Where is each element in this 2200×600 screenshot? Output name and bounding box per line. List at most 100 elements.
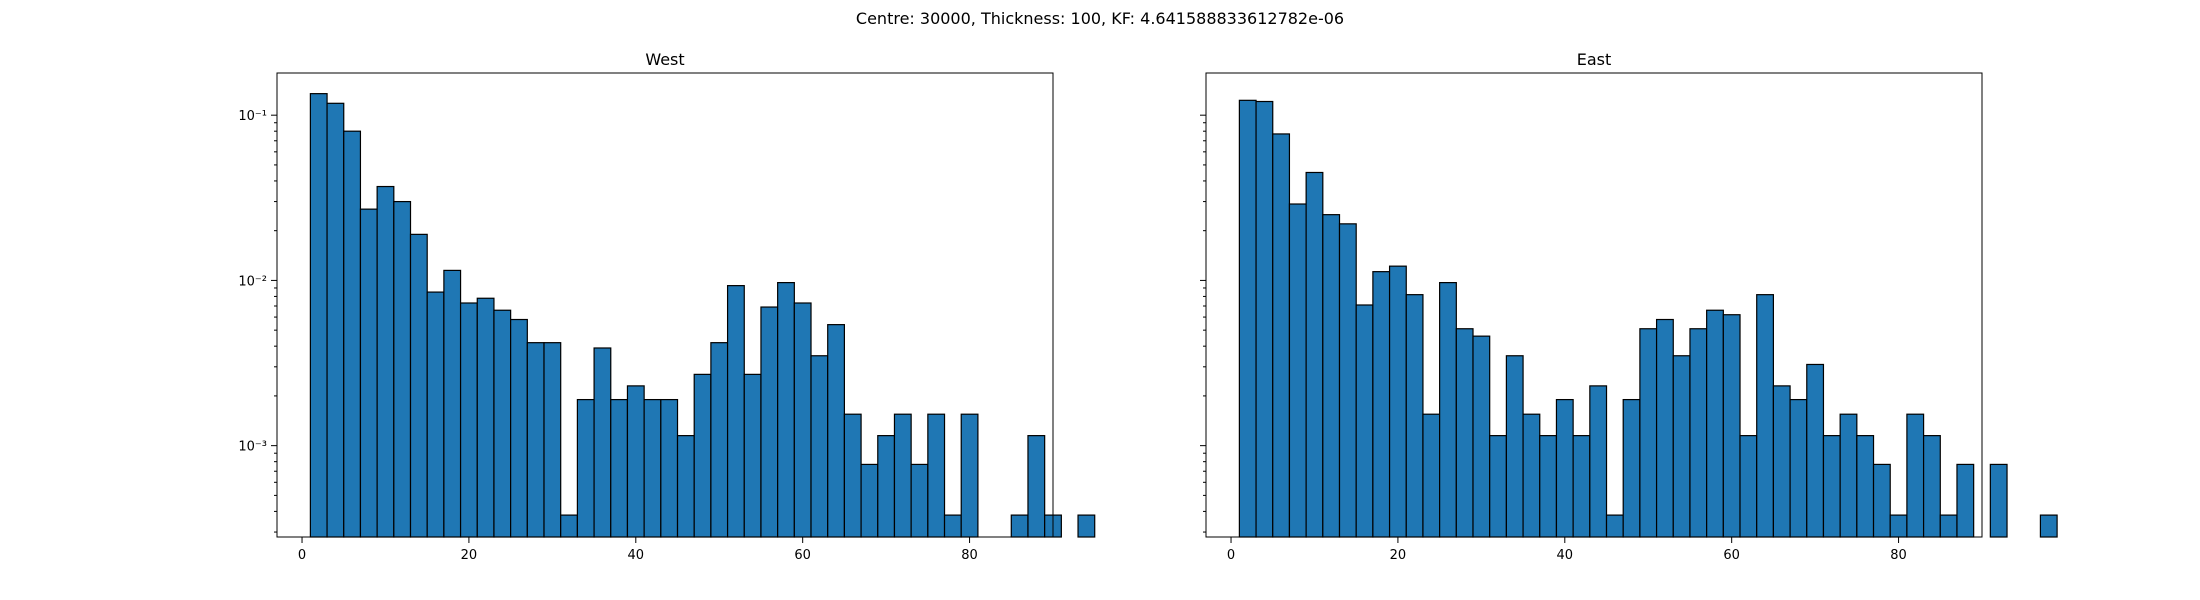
histogram-bar bbox=[1772, 385, 1791, 538]
histogram-bar bbox=[710, 342, 729, 538]
histogram-bar bbox=[376, 185, 395, 538]
histogram-bar bbox=[1539, 435, 1558, 538]
histogram-bar bbox=[1922, 435, 1941, 538]
histogram-bar bbox=[1439, 282, 1457, 538]
panel-title: West bbox=[645, 50, 684, 69]
histogram-bar bbox=[1010, 514, 1029, 538]
histogram-bar bbox=[1472, 335, 1491, 538]
histogram-bar bbox=[860, 463, 879, 538]
histogram-bar bbox=[626, 385, 645, 538]
histogram-bar bbox=[1889, 514, 1908, 538]
histogram-bar bbox=[1872, 463, 1891, 538]
x-tick-label: 60 bbox=[794, 548, 811, 563]
x-tick-label: 80 bbox=[961, 548, 978, 563]
histogram-bar bbox=[1255, 100, 1274, 538]
histogram-bar bbox=[777, 282, 795, 538]
histogram-bar bbox=[510, 318, 528, 538]
histogram-bar bbox=[1622, 398, 1641, 538]
histogram-bar bbox=[1789, 398, 1808, 538]
histogram-bar bbox=[743, 373, 762, 538]
histogram-bar bbox=[1305, 171, 1324, 538]
histogram-bar bbox=[1822, 435, 1841, 538]
histogram-bar bbox=[1689, 328, 1708, 538]
x-tick-label: 0 bbox=[298, 548, 306, 563]
x-tick-label: 20 bbox=[1390, 548, 1407, 563]
histogram-bar bbox=[1027, 435, 1046, 538]
x-tick-label: 40 bbox=[628, 548, 645, 563]
histogram-bar bbox=[526, 342, 545, 538]
histogram-bar bbox=[426, 291, 445, 538]
histogram-bar bbox=[1939, 514, 1958, 538]
histogram-bar bbox=[877, 435, 896, 538]
histogram-bar bbox=[1589, 385, 1608, 538]
histogram-bar bbox=[610, 398, 629, 538]
histogram-bar bbox=[1388, 265, 1407, 538]
histogram-bar bbox=[476, 297, 495, 538]
histogram-bar bbox=[1422, 413, 1441, 538]
histogram-bar bbox=[2039, 514, 2058, 538]
histogram-bar bbox=[660, 398, 679, 538]
histogram-bar bbox=[1672, 355, 1691, 538]
histogram-bar bbox=[1489, 435, 1507, 538]
histogram-bar bbox=[693, 373, 712, 538]
histogram-bar bbox=[1605, 514, 1624, 538]
histogram-bar bbox=[1856, 435, 1875, 538]
x-tick-label: 20 bbox=[461, 548, 478, 563]
histogram-bar bbox=[443, 269, 462, 538]
histogram-bar bbox=[1572, 435, 1591, 538]
chart-panel-0: West 0 20 40 60 80 10⁻³ 10⁻² 10⁻¹ bbox=[238, 50, 1096, 563]
histogram-bar bbox=[1238, 99, 1257, 538]
histogram-bar bbox=[1555, 398, 1574, 538]
histogram-bar bbox=[1722, 314, 1741, 538]
histogram-bar bbox=[927, 413, 946, 538]
histogram-bar bbox=[493, 309, 512, 538]
histogram-bar bbox=[810, 355, 829, 538]
histogram-bar bbox=[576, 398, 595, 538]
histogram-bar bbox=[1338, 223, 1357, 538]
histogram-bar bbox=[1288, 203, 1307, 538]
histogram-bar bbox=[1322, 214, 1341, 538]
histogram-bar bbox=[676, 435, 695, 538]
histogram-bar bbox=[1956, 463, 1975, 538]
chart-panel-1: East 0 20 40 60 80 bbox=[1200, 50, 2058, 563]
histogram-bar bbox=[1372, 271, 1391, 538]
y-tick-label: 10⁻¹ bbox=[238, 109, 267, 124]
histogram-bar bbox=[1989, 463, 2008, 538]
histogram-bar bbox=[960, 413, 979, 538]
panel-title: East bbox=[1577, 50, 1612, 69]
histogram-bar bbox=[1522, 413, 1541, 538]
y-tick-label: 10⁻³ bbox=[238, 440, 267, 455]
x-tick-label: 60 bbox=[1723, 548, 1740, 563]
histogram-bar bbox=[893, 413, 912, 538]
histogram-bar bbox=[326, 102, 345, 538]
histogram-bar bbox=[760, 306, 779, 538]
plot-frame bbox=[276, 72, 1054, 538]
histogram-bar bbox=[1806, 363, 1825, 538]
histogram-bar bbox=[643, 398, 662, 538]
histogram-bar bbox=[726, 285, 745, 538]
histogram-bar bbox=[1739, 435, 1758, 538]
histogram-bar bbox=[560, 514, 578, 538]
histogram-bar bbox=[309, 93, 328, 538]
histogram-bar bbox=[409, 233, 428, 538]
histogram-bar bbox=[1655, 318, 1674, 538]
histogram-bar bbox=[343, 130, 362, 538]
histogram-bar bbox=[1906, 413, 1925, 538]
histogram-bar bbox=[393, 200, 412, 538]
histogram-bar bbox=[1639, 328, 1658, 538]
x-tick-label: 40 bbox=[1557, 548, 1574, 563]
chart-panels: West 0 20 40 60 80 10⁻³ 10⁻² 10⁻¹ East 0 20 40 60 80 bbox=[238, 50, 2058, 563]
histogram-bar bbox=[1355, 304, 1374, 538]
y-tick-label: 10⁻² bbox=[238, 274, 267, 289]
histogram-bar bbox=[1505, 355, 1524, 538]
plot-frame bbox=[1205, 72, 1983, 538]
histogram-bar bbox=[1077, 514, 1096, 538]
histogram-bar bbox=[543, 342, 562, 538]
figure-title: Centre: 30000, Thickness: 100, KF: 4.641… bbox=[856, 9, 1344, 28]
histogram-bar bbox=[793, 302, 812, 538]
histogram-bar bbox=[843, 413, 862, 538]
histogram-bar bbox=[593, 347, 612, 538]
histogram-bar bbox=[1706, 309, 1724, 538]
x-tick-label: 0 bbox=[1227, 548, 1235, 563]
histogram-bar bbox=[827, 324, 846, 538]
